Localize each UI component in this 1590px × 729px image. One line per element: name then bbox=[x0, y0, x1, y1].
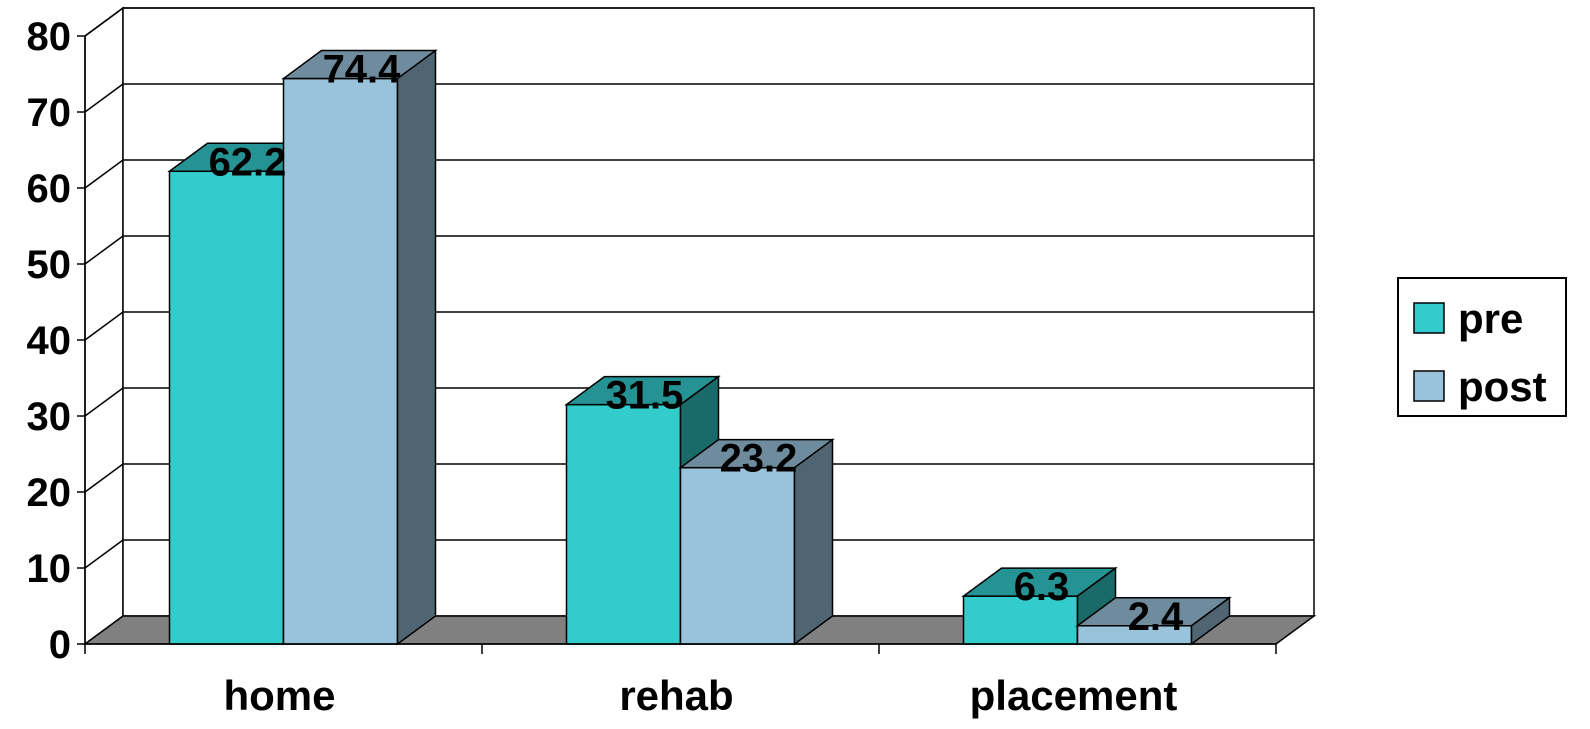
x-category-label: rehab bbox=[619, 672, 733, 719]
grid-lines bbox=[84, 7, 1314, 569]
gridline bbox=[84, 387, 1314, 417]
legend-label-pre: pre bbox=[1458, 295, 1523, 342]
y-tick-label: 10 bbox=[27, 547, 72, 591]
data-label: 62.2 bbox=[209, 140, 287, 184]
y-tick-label: 20 bbox=[27, 471, 72, 515]
data-labels: 62.2 74.4 31.5 23.2 6.3 2.4 bbox=[209, 48, 1184, 639]
gridline bbox=[84, 235, 1314, 265]
gridline bbox=[84, 159, 1314, 189]
bar-pre-rehab bbox=[565, 403, 682, 645]
y-tick-label: 30 bbox=[27, 395, 72, 439]
gridline bbox=[84, 463, 1314, 493]
bar-pre-home bbox=[168, 170, 285, 645]
y-tick-label: 80 bbox=[27, 15, 72, 59]
data-label: 23.2 bbox=[720, 437, 798, 481]
gridline bbox=[84, 539, 1314, 569]
data-label: 2.4 bbox=[1128, 595, 1184, 639]
bars bbox=[167, 49, 1232, 646]
bar-side-post-placement bbox=[1190, 596, 1231, 646]
bar-side-post-rehab bbox=[793, 438, 834, 646]
data-label: 74.4 bbox=[323, 48, 402, 92]
gridline bbox=[84, 83, 1314, 113]
y-tick-label: 0 bbox=[49, 623, 71, 667]
y-tick-labels: 0 10 20 30 40 50 60 70 80 bbox=[27, 15, 72, 667]
x-category-label: home bbox=[223, 672, 335, 719]
axes bbox=[77, 35, 1277, 654]
x-category-label: placement bbox=[970, 672, 1178, 719]
y-tick-label: 60 bbox=[27, 167, 72, 211]
bar-post-rehab bbox=[679, 466, 796, 645]
bar-side-post-home bbox=[396, 49, 437, 646]
gridline bbox=[84, 7, 1314, 37]
legend[interactable]: pre post bbox=[1397, 277, 1567, 417]
data-label: 31.5 bbox=[606, 374, 684, 418]
y-tick-label: 70 bbox=[27, 91, 72, 135]
y-tick-label: 40 bbox=[27, 319, 72, 363]
legend-swatch-post bbox=[1413, 370, 1445, 402]
legend-swatch-pre bbox=[1413, 302, 1445, 334]
legend-label-post: post bbox=[1458, 363, 1547, 410]
gridline bbox=[84, 311, 1314, 341]
x-category-labels: home rehab placement bbox=[223, 672, 1177, 719]
y-tick-label: 50 bbox=[27, 243, 72, 287]
data-label: 6.3 bbox=[1014, 565, 1070, 609]
bar-post-home bbox=[282, 77, 399, 645]
